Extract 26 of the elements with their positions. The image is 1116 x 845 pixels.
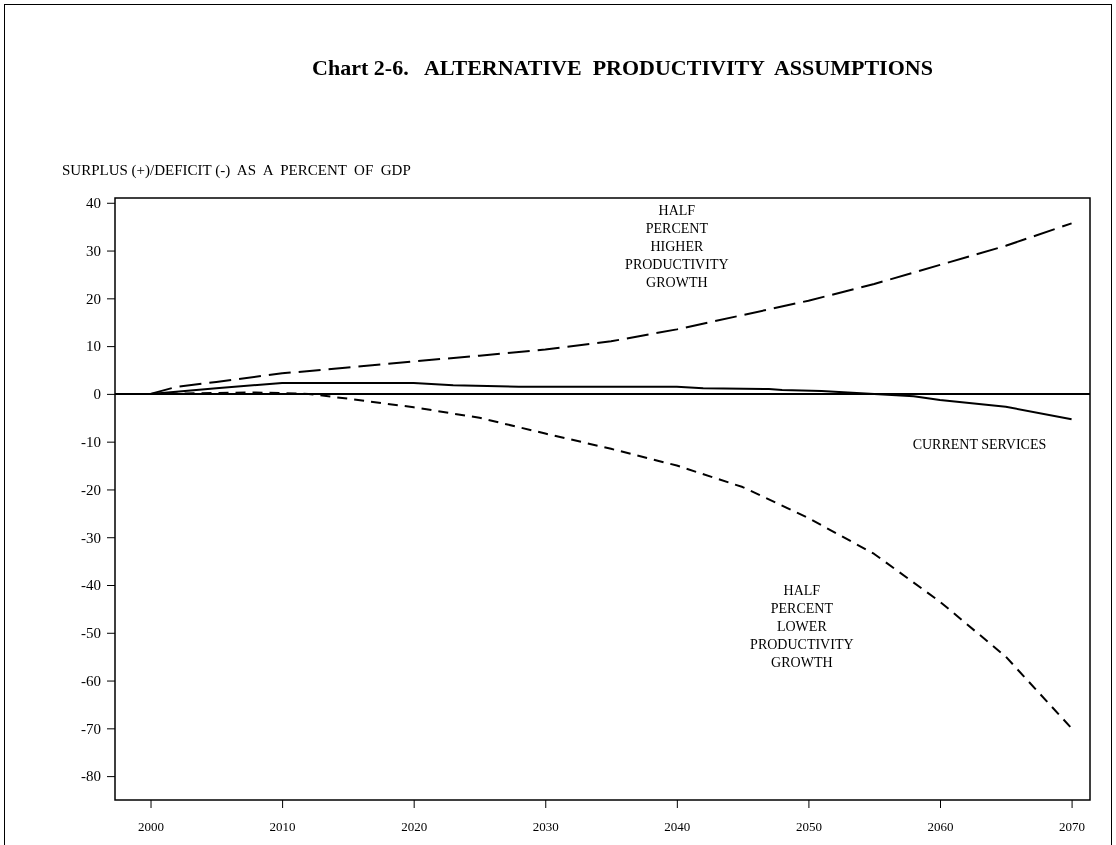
- series-label: CURRENT SERVICES: [912, 436, 1047, 452]
- text: HALF PERCENT LOWER PRODUCTIVITY GROWTH: [750, 582, 854, 670]
- y-tick-label: -30: [81, 529, 101, 546]
- y-tick-label: -60: [81, 672, 101, 689]
- y-tick-label: -80: [81, 768, 101, 785]
- x-tick-label: 2030: [532, 819, 559, 835]
- y-tick-label: -70: [81, 720, 101, 737]
- y-tick-label: 40: [86, 195, 101, 212]
- y-tick-label: 0: [93, 386, 101, 403]
- x-tick-label: 2070: [1059, 819, 1086, 835]
- x-tick-label: 2060: [927, 819, 954, 835]
- y-tick-label: 10: [86, 338, 101, 355]
- series-label: HALF PERCENT HIGHER PRODUCTIVITY GROWTH: [625, 202, 729, 290]
- y-axis-title: SURPLUS (+)/DEFICIT (-) AS A PERCENT OF GDP: [62, 162, 411, 179]
- x-tick-label: 2020: [401, 819, 428, 835]
- y-tick-label: -10: [81, 433, 101, 450]
- y-tick-label: 30: [86, 242, 101, 259]
- y-tick-label: -40: [81, 577, 101, 594]
- x-tick-label: 2050: [795, 819, 822, 835]
- x-tick-label: 2000: [138, 819, 165, 835]
- x-tick-label: 2040: [664, 819, 691, 835]
- x-tick-label: 2010: [269, 819, 296, 835]
- chart-title: Chart 2-6. ALTERNATIVE PRODUCTIVITY ASSUMPTIONS: [312, 55, 933, 80]
- y-tick-label: 20: [86, 290, 101, 307]
- y-tick-label: -50: [81, 625, 101, 642]
- y-tick-label: -20: [81, 481, 101, 498]
